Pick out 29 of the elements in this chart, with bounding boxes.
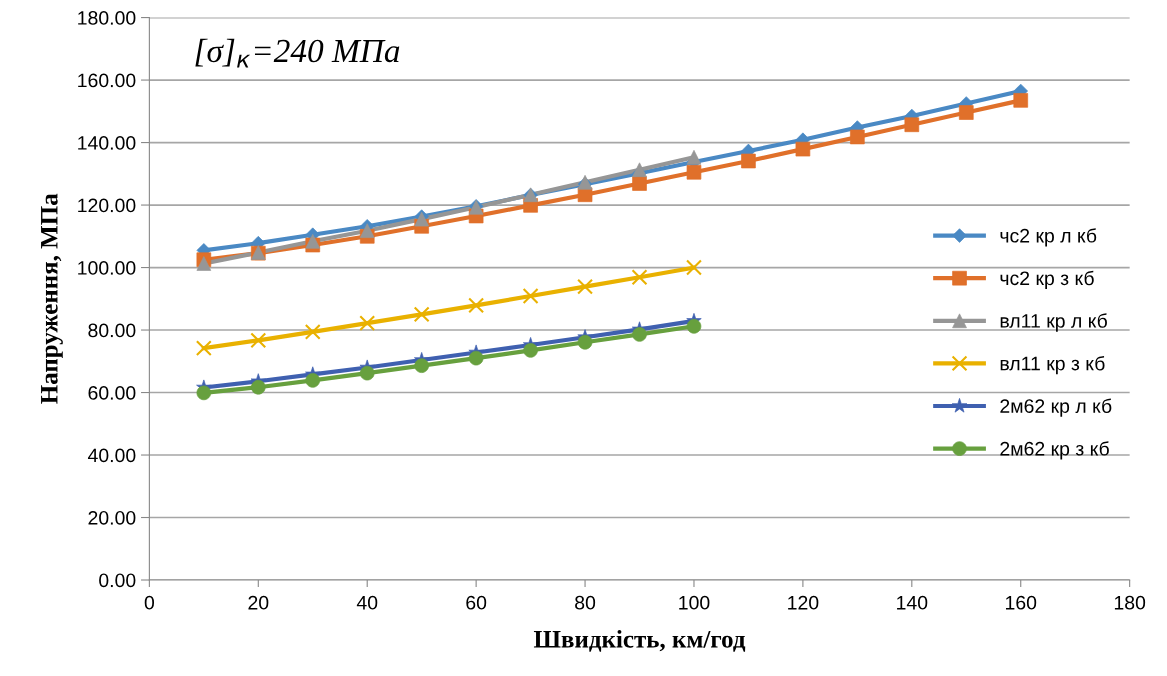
x-tick-label: 140 (897, 595, 928, 610)
y-tick-label: 160.00 (78, 73, 136, 88)
y-tick-label: 20.00 (88, 510, 136, 525)
x-tick-label: 40 (356, 595, 378, 610)
x-tick-label: 20 (248, 595, 269, 610)
annotation: [σ]$_{к}$=240 МПа (195, 38, 400, 68)
y-tick-label: 100.00 (78, 261, 136, 275)
y-tick-label: 60.00 (88, 386, 136, 400)
y-tick-label: 0.00 (99, 573, 136, 588)
legend-label: вл11 кр з кб (1000, 355, 1105, 375)
x-tick-label: 0 (144, 595, 155, 610)
y-tick-label: 140.00 (78, 136, 136, 150)
legend-label: 2м62 кр л кб (1000, 398, 1112, 417)
x-tick-label: 180 (1114, 595, 1146, 610)
legend-label: 2м62 кр з кб (1000, 441, 1109, 460)
legend-label: вл11 кр л кб (1000, 313, 1107, 332)
x-tick-label: 80 (575, 595, 596, 610)
y-tick-label: 120.00 (78, 198, 136, 213)
y-tick-label: 80.00 (88, 323, 136, 338)
x-tick-label: 60 (466, 595, 487, 610)
legend-label: чс2 кр л кб (1000, 228, 1097, 247)
y-tick-label: 180.00 (78, 11, 136, 25)
x-tick-label: 100 (679, 595, 710, 610)
x-tick-label: 120 (788, 595, 819, 610)
x-axis-title: Швидкість, км/год (533, 630, 746, 652)
legend-label: чс2 кр з кб (1000, 270, 1094, 290)
x-tick-label: 160 (1006, 595, 1037, 610)
y-axis-title: Напруження, МПа (41, 193, 63, 404)
y-tick-label: 40.00 (87, 448, 136, 463)
